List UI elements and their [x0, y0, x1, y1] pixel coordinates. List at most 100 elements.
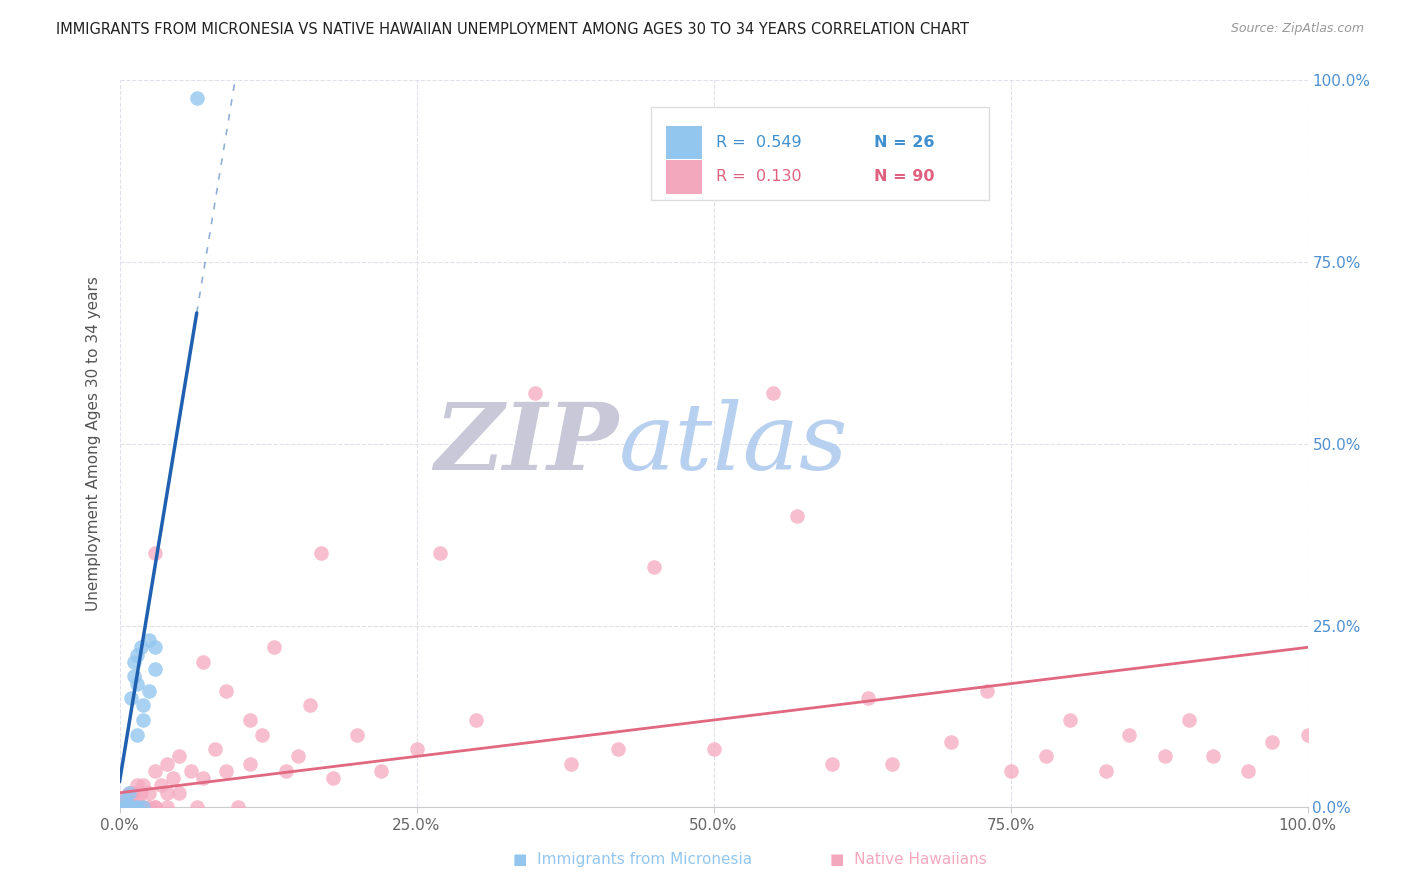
Point [1201, 749, 1223, 764]
Point [108, 800, 131, 814]
Point [1296, 728, 1319, 742]
Point [167, 749, 190, 764]
Point [191, 655, 214, 669]
Point [114, 800, 136, 814]
Point [607, 742, 630, 756]
Point [108, 800, 131, 814]
Point [287, 749, 309, 764]
Point [856, 691, 879, 706]
Point [132, 698, 155, 713]
Point [114, 793, 136, 807]
Point [156, 756, 179, 771]
Point [127, 800, 149, 814]
Point [143, 546, 166, 560]
Point [162, 771, 184, 785]
Point [939, 735, 962, 749]
Point [127, 800, 149, 814]
Point [1059, 713, 1081, 727]
Point [118, 786, 141, 800]
Point [976, 684, 998, 698]
Point [132, 800, 155, 814]
Point [143, 800, 166, 814]
Point [215, 764, 238, 778]
Point [127, 779, 149, 793]
Point [120, 800, 142, 814]
Text: N = 90: N = 90 [875, 169, 935, 185]
Point [138, 684, 160, 698]
Point [122, 800, 145, 814]
Point [143, 640, 166, 655]
Point [215, 684, 238, 698]
Point [156, 786, 179, 800]
Point [127, 793, 149, 807]
Point [127, 800, 149, 814]
Point [880, 756, 903, 771]
Text: ■  Native Hawaiians: ■ Native Hawaiians [830, 852, 986, 867]
Point [239, 713, 262, 727]
Point [122, 800, 145, 814]
Point [114, 800, 136, 814]
Point [821, 756, 844, 771]
Point [120, 800, 142, 814]
Point [186, 91, 208, 105]
Point [560, 756, 582, 771]
Point [112, 800, 135, 814]
Point [114, 800, 136, 814]
Point [150, 779, 173, 793]
Point [429, 546, 451, 560]
Point [108, 800, 131, 814]
Point [322, 771, 344, 785]
Point [108, 793, 131, 807]
Bar [666, 161, 702, 194]
Point [127, 676, 149, 690]
Text: R =  0.130: R = 0.130 [716, 169, 801, 185]
Point [112, 800, 135, 814]
Point [1035, 749, 1057, 764]
Point [786, 509, 808, 524]
Point [524, 385, 547, 400]
Text: IMMIGRANTS FROM MICRONESIA VS NATIVE HAWAIIAN UNEMPLOYMENT AMONG AGES 30 TO 34 Y: IMMIGRANTS FROM MICRONESIA VS NATIVE HAW… [56, 22, 969, 37]
Point [122, 669, 145, 683]
Point [122, 786, 145, 800]
Point [263, 640, 285, 655]
Point [118, 786, 141, 800]
Point [114, 800, 136, 814]
Point [167, 786, 190, 800]
Point [643, 560, 665, 574]
Point [346, 728, 368, 742]
Point [129, 786, 152, 800]
Point [138, 800, 160, 814]
Point [127, 648, 149, 662]
Point [228, 800, 250, 814]
Point [138, 786, 160, 800]
Point [108, 800, 131, 814]
Point [250, 728, 273, 742]
Point [132, 779, 155, 793]
Point [117, 800, 139, 814]
Text: atlas: atlas [619, 399, 848, 489]
Point [120, 786, 142, 800]
Point [1094, 764, 1116, 778]
Bar [666, 126, 702, 160]
Point [114, 800, 136, 814]
Point [120, 691, 142, 706]
Point [762, 385, 785, 400]
Point [117, 793, 139, 807]
Text: R =  0.549: R = 0.549 [716, 135, 801, 150]
Point [1000, 764, 1022, 778]
Point [120, 800, 142, 814]
Text: N = 26: N = 26 [875, 135, 935, 150]
Point [129, 800, 152, 814]
Y-axis label: Unemployment Among Ages 30 to 34 years: Unemployment Among Ages 30 to 34 years [86, 277, 101, 611]
FancyBboxPatch shape [651, 107, 990, 200]
Point [464, 713, 488, 727]
Point [1237, 764, 1260, 778]
Text: ■  Immigrants from Micronesia: ■ Immigrants from Micronesia [513, 852, 752, 867]
Point [129, 640, 152, 655]
Point [702, 742, 725, 756]
Point [122, 655, 145, 669]
Point [132, 800, 155, 814]
Point [311, 546, 333, 560]
Point [118, 800, 141, 814]
Point [186, 800, 208, 814]
